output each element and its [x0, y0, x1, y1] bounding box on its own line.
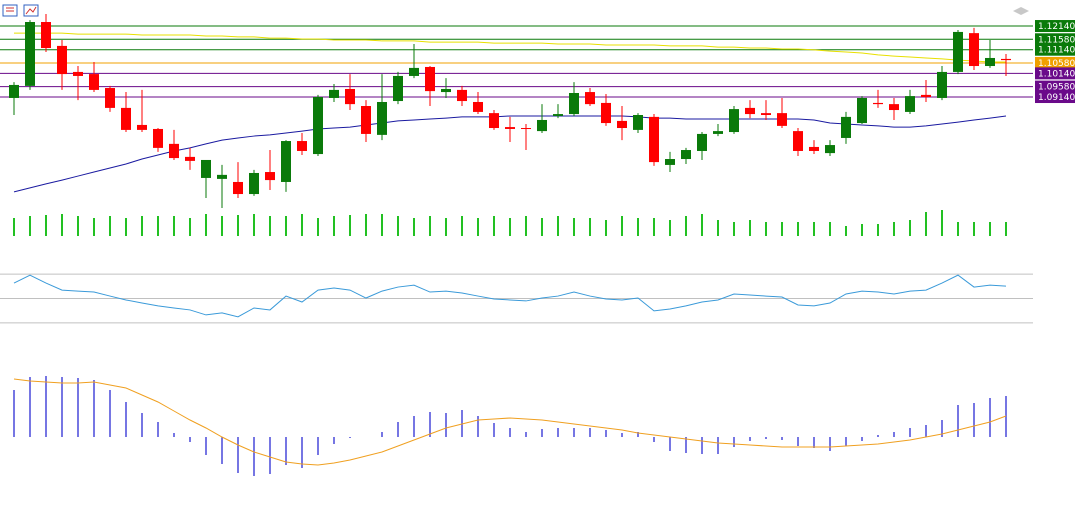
candle-body [473, 101, 483, 112]
candle-body [217, 174, 227, 179]
candle-body [153, 128, 163, 148]
candle-body [953, 31, 963, 72]
candle-body [553, 114, 563, 116]
candle-body [713, 131, 723, 134]
candle-body [633, 115, 643, 130]
candle-body [169, 143, 179, 159]
moving-average [14, 32, 1006, 63]
candle-body [9, 84, 19, 98]
candle-body [185, 156, 195, 161]
price-label-box [1035, 56, 1075, 69]
candle-body [201, 159, 211, 178]
candle-body [233, 181, 243, 195]
hat-icon[interactable] [1013, 7, 1029, 15]
candle-body [393, 75, 403, 102]
candle-body [729, 109, 739, 133]
price-label-box [1035, 67, 1075, 80]
oscillator-line [13, 274, 1007, 318]
candle-body [1001, 58, 1011, 61]
candle-body [617, 120, 627, 129]
candle-body [665, 159, 675, 165]
candle-body [505, 127, 515, 129]
price-label-box [1035, 91, 1075, 104]
candle-body [105, 88, 115, 108]
candle-body [41, 22, 51, 49]
candle-body [265, 172, 275, 181]
candle-body [489, 113, 499, 129]
candle-body [649, 116, 659, 163]
candle-body [457, 89, 467, 102]
candle-body [585, 92, 595, 105]
price-label: 1.10140 [1038, 69, 1075, 79]
price-label: 1.11140 [1038, 46, 1075, 56]
candle-body [969, 33, 979, 67]
candle-body [137, 124, 147, 130]
candle-body [89, 74, 99, 90]
candle-body [793, 131, 803, 151]
candle-body [377, 101, 387, 135]
candle-body [985, 57, 995, 67]
candle-body [681, 150, 691, 160]
price-label-box [1035, 33, 1075, 46]
candle-body [361, 106, 371, 134]
candle-body [537, 119, 547, 132]
price-label: 1.09140 [1038, 93, 1075, 103]
candle-body [777, 113, 787, 126]
candle-body [745, 107, 755, 115]
candle-body [809, 146, 819, 151]
candle-body [345, 88, 355, 105]
price-label: 1.09580 [1038, 83, 1075, 93]
candle-body [329, 89, 339, 98]
price-label-box [1035, 80, 1075, 93]
candle-body [761, 113, 771, 116]
candle-body [601, 102, 611, 124]
price-label: 1.12140 [1038, 22, 1075, 32]
candle-body [697, 133, 707, 151]
signal-line [13, 378, 1007, 466]
price-label: 1.11580 [1038, 35, 1075, 45]
candle-body [825, 145, 835, 154]
price-label: 1.10580 [1038, 59, 1075, 69]
candle-body [313, 97, 323, 155]
candle-body [905, 96, 915, 112]
candle-body [441, 88, 451, 93]
candle-body [921, 94, 931, 98]
candle-body [25, 22, 35, 86]
candle-body [73, 71, 83, 76]
candle-body [569, 92, 579, 115]
candle-body [857, 97, 867, 124]
toolbar-icons [2, 4, 1029, 17]
candle-body [409, 67, 419, 76]
candle-body [57, 45, 67, 75]
candle-body [937, 71, 947, 98]
icon-line [25, 6, 37, 15]
price-label-box [1035, 20, 1075, 33]
moving-average [13, 115, 1007, 193]
candle-body [281, 141, 291, 182]
candle-body [841, 116, 851, 138]
price-label-box [1035, 43, 1075, 56]
candle-body [873, 102, 883, 105]
candle-body [425, 66, 435, 92]
candle-body [249, 172, 259, 195]
candle-body [121, 107, 131, 130]
candle-body [521, 128, 531, 130]
candle-body [889, 104, 899, 111]
candle-body [297, 141, 307, 151]
